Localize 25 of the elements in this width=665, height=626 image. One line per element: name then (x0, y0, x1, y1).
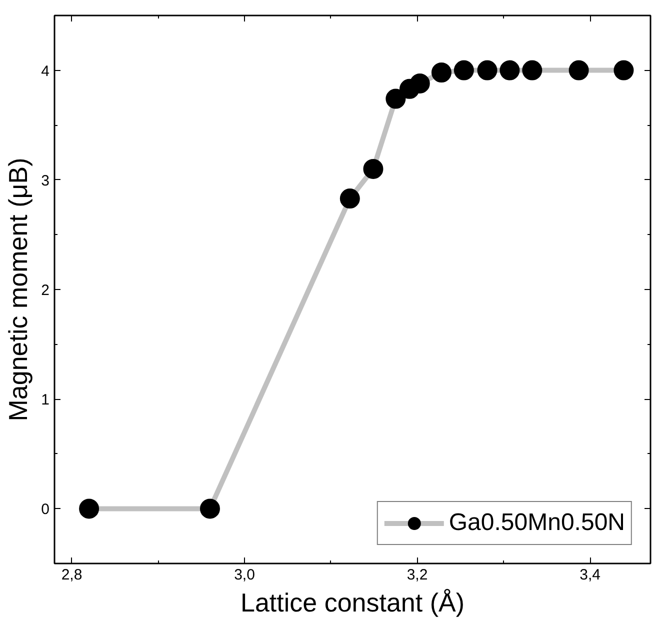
point (454, 60, 474, 80)
y-tick-label: 3 (41, 172, 50, 190)
point (614, 60, 634, 80)
point (568, 60, 589, 80)
x-tick-label: 3,2 (406, 566, 428, 584)
point (477, 60, 498, 80)
y-tick-label: 0 (41, 501, 50, 518)
legend-label: Ga0.50Mn0.50N (448, 509, 625, 537)
x-tick-label: 3,0 (234, 566, 255, 584)
y-axis-title: Magnetic moment (μB) (3, 158, 34, 422)
x-axis-title: Lattice constant (Å) (240, 588, 464, 618)
x-tick-label: 3,4 (580, 566, 600, 584)
point (363, 158, 384, 179)
point (500, 60, 520, 80)
x-tick-label: 2,8 (61, 566, 82, 584)
y-tick-label: 2 (41, 282, 50, 299)
y-tick-label: 4 (41, 62, 50, 80)
point (200, 498, 220, 519)
point (410, 73, 430, 94)
point (386, 88, 406, 109)
point (79, 498, 100, 519)
point (340, 188, 360, 209)
point (522, 60, 542, 80)
y-tick-label: 1 (41, 392, 50, 409)
point (431, 62, 452, 82)
